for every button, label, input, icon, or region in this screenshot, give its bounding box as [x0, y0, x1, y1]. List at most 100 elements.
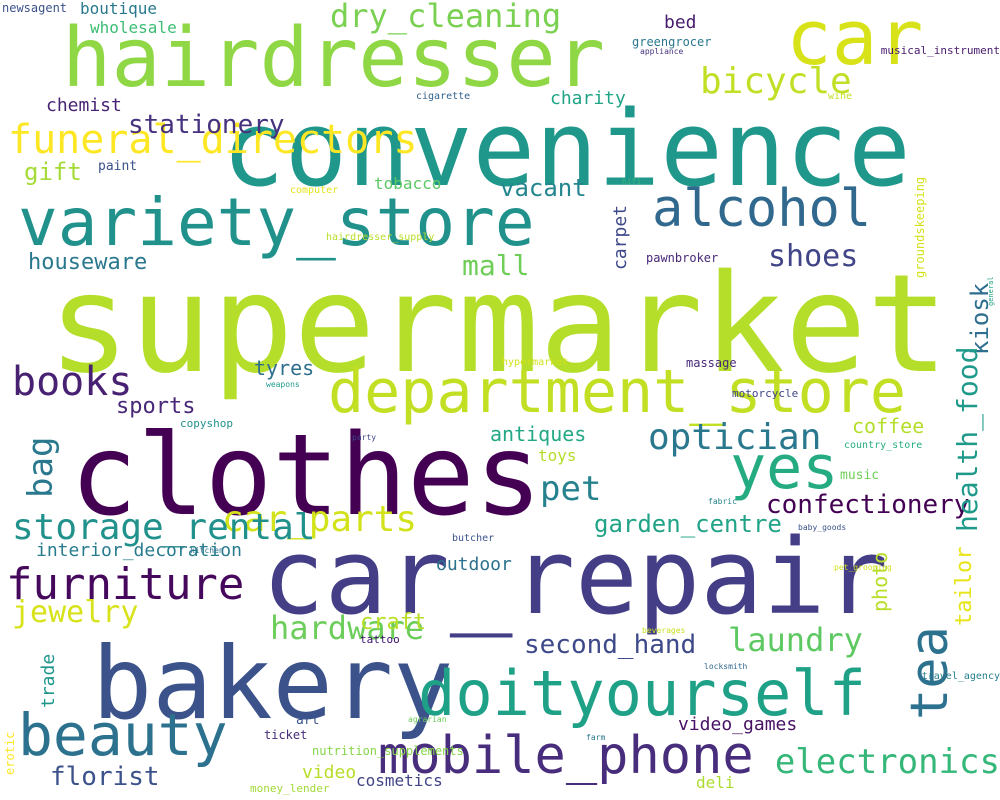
- word-bed: craft: [360, 610, 427, 635]
- word-vacant: confectionery: [766, 490, 970, 520]
- word-chemist: photo: [868, 551, 892, 612]
- word-car: car: [786, 0, 924, 82]
- word-craft: stationery: [128, 110, 285, 140]
- word-beauty: beauty: [18, 701, 228, 769]
- word-baby-goods: computer: [290, 185, 339, 196]
- word-groundskeeping: beverages: [642, 626, 686, 635]
- word-yes: yes: [730, 433, 839, 503]
- word-hypermarket: ticket: [264, 728, 308, 742]
- word-boutique: bed: [664, 12, 697, 33]
- word-health-food: baby_goods: [798, 523, 847, 532]
- word-tyres: gift: [24, 158, 82, 186]
- word-musical-instrument: erotic: [3, 731, 17, 775]
- word-confectionery: sports: [116, 394, 196, 419]
- word-deli: chemist: [46, 95, 122, 116]
- word-mall: hardware: [270, 609, 425, 647]
- word-tailor: hifi: [622, 177, 642, 186]
- word-interior-decoration: video_games: [678, 714, 798, 735]
- word-variety-store: variety_store: [18, 184, 535, 261]
- word-coffee: vacant: [500, 174, 587, 202]
- word-car-repair: car_repair: [262, 516, 889, 638]
- word-optician: electronics: [774, 742, 1000, 782]
- word-appliance: musical_instrument: [880, 44, 1000, 57]
- word-doityourself: doityourself: [418, 657, 866, 730]
- word-money-lender: paint: [98, 159, 138, 174]
- word-motorcycle: greengrocer: [632, 35, 712, 49]
- word-gift: bag: [21, 436, 61, 498]
- word-newsagent: art: [296, 713, 320, 728]
- word-bag: kitchen: [190, 546, 224, 555]
- word-mobile-phone: mobile_phone: [378, 726, 754, 786]
- word-music: outdoor: [436, 554, 512, 575]
- word-bakery: bakery: [92, 625, 454, 742]
- word-art: video: [302, 762, 357, 783]
- word-paint: interior_decoration: [36, 540, 242, 561]
- word-funeral-directors: car_parts: [222, 499, 418, 540]
- word-sports: shoes: [768, 239, 859, 274]
- word-fabric: hypermarket: [502, 357, 569, 368]
- word-cigarette: money_lender: [250, 782, 330, 795]
- word-agrarian: wine: [828, 91, 853, 102]
- word-farm: cigarette: [416, 91, 471, 102]
- word-general: general: [987, 276, 995, 306]
- word-carpet: agrarian: [408, 715, 447, 724]
- word-storage-rental: dry_cleaning: [330, 0, 562, 35]
- word-video-games: antiques: [490, 422, 587, 446]
- word-cosmetics: charity: [550, 88, 626, 109]
- word-nutrition-supplements: boutique: [80, 0, 158, 18]
- word-photo: pet_grooming: [834, 563, 892, 572]
- word-tobacco: trade: [38, 653, 59, 708]
- word-jewelry: storage_rental: [12, 507, 316, 548]
- word-copyshop: music: [840, 468, 880, 483]
- word-bicycle: books: [12, 359, 133, 405]
- word-trade: farm: [586, 733, 606, 742]
- word-florist: mall: [462, 249, 530, 282]
- word-massage: pawnbroker: [646, 251, 719, 265]
- word-convenience: convenience: [222, 88, 911, 210]
- word-beverages: weapons: [266, 380, 300, 389]
- word-dry-cleaning: bicycle: [700, 61, 852, 102]
- word-tattoo: wholesale: [90, 18, 177, 37]
- word-pet-grooming: butcher: [452, 533, 495, 544]
- word-car-parts: tea: [900, 626, 960, 720]
- word-shoes: health_food: [951, 346, 984, 532]
- word-ticket: deli: [696, 773, 735, 792]
- word-department-store: department_store: [328, 357, 906, 427]
- word-hardware: laundry: [728, 621, 863, 659]
- word-alcohol: alcohol: [652, 179, 872, 239]
- word-weapons: country_store: [844, 440, 923, 451]
- word-outdoor: coffee: [852, 414, 925, 438]
- word-tea: fabric: [708, 497, 737, 506]
- word-pawnbroker: toys: [538, 446, 577, 465]
- word-kitchen: travel_agency: [921, 671, 1000, 682]
- word-video: carpet: [610, 204, 631, 270]
- word-butcher: newsagent: [2, 1, 68, 15]
- word-supermarket: supermarket: [48, 246, 949, 404]
- word-electronics: jewelry: [12, 595, 139, 630]
- word-toys: tyres: [254, 356, 315, 380]
- word-hifi: hairdresser_supply: [326, 232, 435, 243]
- word-charity: tailor: [952, 546, 977, 626]
- word-pet: optician: [648, 417, 822, 458]
- word-travel-agency: copyshop: [180, 417, 233, 430]
- word-houseware: florist: [50, 762, 160, 792]
- word-wholesale: tobacco: [374, 174, 442, 193]
- word-party: motorcycle: [732, 387, 799, 400]
- word-kiosk: party: [352, 433, 377, 442]
- word-books: funeral_directors: [8, 117, 418, 163]
- word-laundry: pet: [540, 469, 602, 509]
- word-furniture: furniture: [6, 559, 245, 610]
- word-hairdresser-supply: tattoo: [360, 633, 400, 646]
- word-hairdresser: hairdresser: [62, 11, 606, 106]
- word-garden-centre: houseware: [28, 250, 148, 275]
- word-greengrocer: cosmetics: [356, 771, 443, 790]
- word-wine: massage: [686, 356, 737, 370]
- word-clothes: clothes: [70, 411, 543, 541]
- word-country-store: groundskeeping: [913, 176, 927, 278]
- word-computer: nutrition_supplements: [312, 744, 464, 758]
- word-antiques: garden_centre: [594, 510, 782, 538]
- word-stationery: second_hand: [524, 630, 697, 660]
- word-erotic: locksmith: [704, 662, 748, 671]
- word-locksmith: appliance: [640, 47, 684, 56]
